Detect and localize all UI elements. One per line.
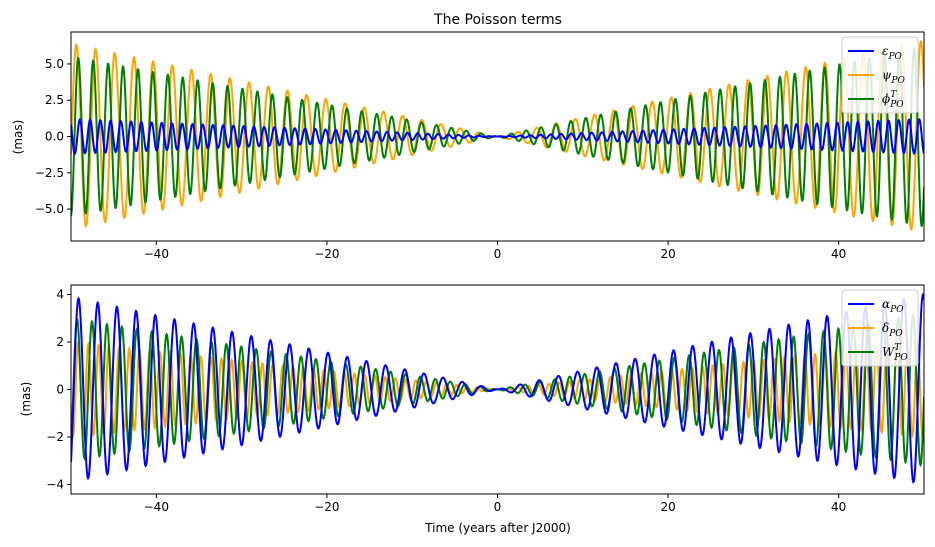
bottom-y-tick-label: −4 bbox=[46, 478, 64, 492]
top-x-tick-label: 20 bbox=[660, 247, 675, 261]
bottom-legend-subscript: PO bbox=[889, 305, 904, 315]
bottom-legend-symbol: α bbox=[882, 297, 890, 311]
top-legend-symbol: ε bbox=[882, 44, 888, 58]
top-x-tick-label: −40 bbox=[144, 247, 169, 261]
bottom-x-tick-label: 0 bbox=[494, 500, 502, 514]
top-legend-symbol: ϕ bbox=[882, 92, 890, 106]
top-x-tick-label: 40 bbox=[831, 247, 846, 261]
top-x-tick-label: −20 bbox=[314, 247, 339, 261]
top-x-tick-label: 0 bbox=[494, 247, 502, 261]
bottom-plot-area bbox=[70, 284, 925, 495]
top-y-tick-label: 2.5 bbox=[45, 93, 64, 107]
bottom-y-tick-label: 2 bbox=[56, 335, 64, 349]
bottom-legend-entry: αPO bbox=[882, 297, 904, 315]
bottom-x-tick-label: 20 bbox=[660, 500, 675, 514]
top-y-tick-label: −5.0 bbox=[35, 202, 64, 216]
bottom-legend-superscript: T bbox=[894, 343, 901, 353]
bottom-legend-entry: WT PO bbox=[882, 343, 908, 363]
bottom-legend-symbol: δ bbox=[882, 321, 889, 335]
bottom-y-tick-label: 4 bbox=[56, 288, 64, 302]
top-legend-box bbox=[841, 36, 919, 114]
top-panel: The Poisson terms (mas) −40 −20 0 20 40−5.0−… bbox=[11, 12, 925, 261]
top-series-line-1 bbox=[71, 117, 924, 155]
bottom-panel: (mas) Time (years after J2000) −40 −20 0 20… bbox=[19, 284, 925, 535]
top-legend-subscript: PO bbox=[890, 76, 905, 86]
bottom-legend-subscript: PO bbox=[893, 353, 908, 363]
top-legend-entry: ϕT PO bbox=[882, 90, 904, 110]
top-y-tick-label: −2.5 bbox=[35, 166, 64, 180]
bottom-x-axis-label: Time (years after J2000) bbox=[424, 521, 571, 535]
top-y-axis-label: (mas) bbox=[11, 120, 25, 155]
top-legend-entry: ψPO bbox=[882, 68, 905, 86]
bottom-x-tick-label: −20 bbox=[314, 500, 339, 514]
top-series-line-2 bbox=[71, 39, 924, 232]
bottom-x-tick-label: −40 bbox=[144, 500, 169, 514]
top-axis-ticks: −40 −20 0 20 40 −5.0 −2.5 0.0 2.5 5.0 bbox=[35, 57, 846, 261]
top-chart-title: The Poisson terms bbox=[433, 12, 562, 28]
top-legend-subscript: PO bbox=[887, 52, 902, 62]
top-legend-entry: εPO bbox=[882, 44, 903, 62]
bottom-series-line-1 bbox=[71, 293, 924, 484]
top-plot-area bbox=[70, 31, 925, 242]
bottom-y-tick-label: −2 bbox=[46, 430, 64, 444]
top-legend-superscript: T bbox=[890, 90, 897, 100]
bottom-legend-symbol: W bbox=[882, 345, 896, 359]
top-y-tick-label: 0.0 bbox=[45, 130, 64, 144]
bottom-legend-subscript: PO bbox=[888, 329, 903, 339]
top-legend-symbol: ψ bbox=[882, 68, 892, 82]
bottom-x-tick-label: 40 bbox=[831, 500, 846, 514]
top-legend-subscript: PO bbox=[889, 100, 904, 110]
top-y-tick-label: 5.0 bbox=[45, 57, 64, 71]
bottom-legend-box bbox=[841, 289, 919, 367]
bottom-legend-entry: δPO bbox=[882, 321, 903, 339]
bottom-y-axis-label: (mas) bbox=[19, 382, 33, 417]
bottom-y-tick-label: 0 bbox=[56, 383, 64, 397]
